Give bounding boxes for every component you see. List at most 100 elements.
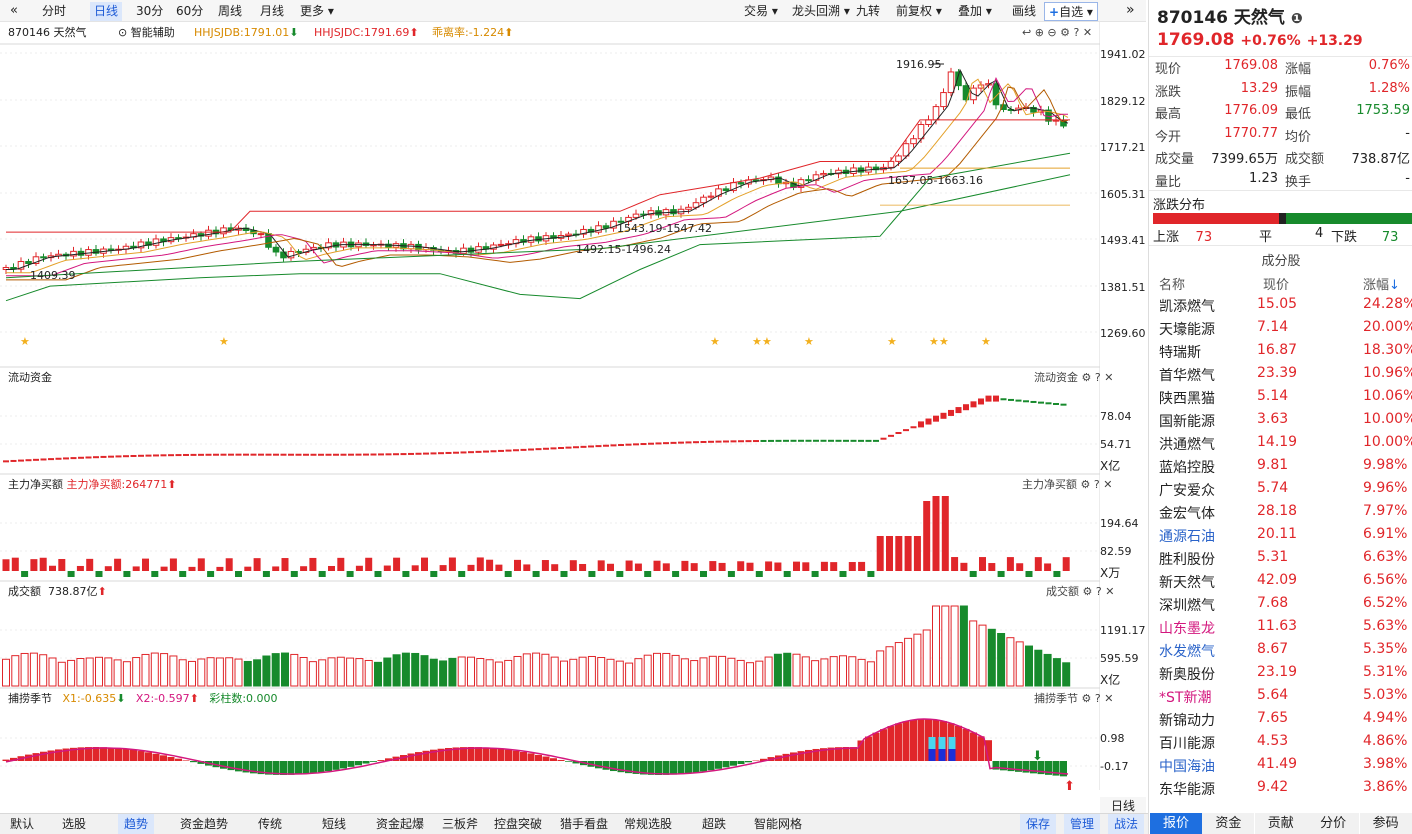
assist-toggle[interactable]: ⊙ 智能辅助 — [118, 26, 175, 39]
draw-button[interactable]: 画线 — [1012, 4, 1037, 18]
stat-value: 1.28% — [1368, 80, 1410, 96]
trade-button[interactable]: 交易 ▾ — [744, 4, 778, 18]
list-item[interactable]: 金宏气体 28.18 7.97% — [1149, 501, 1412, 524]
tab-rixian[interactable]: 日线 — [90, 2, 123, 21]
double-left-icon[interactable]: « — [10, 3, 18, 18]
list-item[interactable]: 新奥股份 23.19 5.31% — [1149, 662, 1412, 685]
strategy-tab[interactable]: 超跌 — [702, 817, 727, 831]
volume-bar — [699, 657, 708, 687]
season-line — [5, 718, 1069, 775]
stat-label: 成交额 — [1285, 152, 1325, 167]
list-item[interactable]: 山东墨龙 11.63 5.63% — [1149, 616, 1412, 639]
candle-body — [835, 169, 842, 175]
strategy-tab[interactable]: 趋势 — [118, 814, 155, 834]
tab-more[interactable]: 更多 ▾ — [300, 4, 334, 18]
ma10-line — [6, 78, 1069, 274]
quote-tab[interactable]: 资金 — [1202, 813, 1255, 834]
list-item[interactable]: 东华能源 9.42 3.86% — [1149, 777, 1412, 800]
volume-bar — [932, 605, 940, 687]
list-item[interactable]: 凯添燃气 15.05 24.28% — [1149, 294, 1412, 317]
quote-tab[interactable]: 报价 — [1150, 813, 1202, 834]
overlay-button[interactable]: 叠加 ▾ — [958, 4, 992, 18]
strategy-tab[interactable]: 控盘突破 — [494, 817, 543, 831]
season-bar — [310, 761, 317, 774]
list-item[interactable]: 新锦动力 7.65 4.94% — [1149, 708, 1412, 731]
zhanfa-button[interactable]: 战法 — [1108, 814, 1145, 834]
list-item[interactable]: 中国海油 41.49 3.98% — [1149, 754, 1412, 777]
buji-tools[interactable]: 捕捞季节 ⚙ ? ✕ — [1034, 692, 1114, 705]
season-bar — [490, 747, 497, 761]
list-item[interactable]: 广安爱众 5.74 9.96% — [1149, 478, 1412, 501]
strategy-tab[interactable]: 默认 — [10, 817, 35, 831]
list-item[interactable]: 胜利股份 5.31 6.63% — [1149, 547, 1412, 570]
quote-tab[interactable]: 分价 — [1307, 813, 1360, 834]
netbuy-bar — [355, 565, 363, 571]
season-bar — [850, 747, 857, 761]
strategy-tab[interactable]: 短线 — [322, 817, 347, 831]
add-watch-button[interactable]: +自选 ▾ — [1044, 2, 1098, 21]
netbuy-bar — [430, 571, 438, 577]
season-bar — [47, 750, 55, 761]
list-item[interactable]: 特瑞斯 16.87 18.30% — [1149, 340, 1412, 363]
list-item[interactable]: 陕西黑猫 5.14 10.06% — [1149, 386, 1412, 409]
manage-button[interactable]: 管理 — [1064, 814, 1101, 834]
tab-yuexian[interactable]: 月线 — [260, 4, 285, 18]
kline-chart[interactable]: 1916.95 1409.39 1543.19-1547.42 1492.15-149… — [0, 0, 1100, 790]
list-item[interactable]: *ST新潮 5.64 5.03% — [1149, 685, 1412, 708]
quote-tab[interactable]: 参码 — [1359, 813, 1412, 834]
list-item[interactable]: 天壕能源 7.14 20.00% — [1149, 317, 1412, 340]
list-item[interactable]: 通源石油 20.11 6.91% — [1149, 524, 1412, 547]
stock-price: 3.63 — [1257, 411, 1289, 427]
volume-bar — [215, 657, 224, 687]
strategy-tab[interactable]: 三板斧 — [442, 817, 479, 831]
season-bar — [362, 761, 370, 764]
netbuy-bar — [216, 566, 224, 571]
chengjiao-tools[interactable]: 成交额 ⚙ ? ✕ — [1046, 585, 1115, 598]
header-change[interactable]: 涨幅↓ — [1363, 278, 1400, 293]
season-bar — [655, 761, 662, 775]
strategy-tab[interactable]: 猎手看盘 — [560, 817, 609, 831]
tab-fenshi[interactable]: 分时 — [42, 4, 67, 18]
header-price[interactable]: 现价 — [1263, 278, 1290, 293]
netbuy-bar — [30, 559, 38, 571]
quote-tab[interactable]: 贡献 — [1254, 813, 1307, 834]
netbuy-bar — [867, 571, 875, 577]
tab-zhouxian[interactable]: 周线 — [218, 4, 243, 18]
list-item[interactable]: 首华燃气 23.39 10.96% — [1149, 363, 1412, 386]
strategy-tab[interactable]: 资金起爆 — [376, 817, 425, 831]
double-right-icon[interactable]: » — [1126, 2, 1135, 18]
longtou-button[interactable]: 龙头回溯 ▾ — [792, 4, 850, 18]
period-label[interactable]: 日线 — [1100, 797, 1146, 813]
save-button[interactable]: 保存 — [1020, 814, 1057, 834]
strategy-tab[interactable]: 常规选股 — [624, 817, 673, 831]
netbuy-bar — [951, 557, 959, 571]
list-item[interactable]: 蓝焰控股 9.81 9.98% — [1149, 455, 1412, 478]
zhuli-tools[interactable]: 主力净买额 ⚙ ? ✕ — [1022, 478, 1113, 491]
jiuzhuan-button[interactable]: 九转 — [856, 4, 881, 18]
list-item[interactable]: 百川能源 4.53 4.86% — [1149, 731, 1412, 754]
tab-60min[interactable]: 60分 — [176, 4, 204, 18]
list-item[interactable]: 国新能源 3.63 10.00% — [1149, 409, 1412, 432]
season-bar — [977, 736, 985, 761]
stock-name: 金宏气体 — [1159, 506, 1215, 522]
info-icon[interactable]: ❶ — [1290, 11, 1303, 27]
stock-name: 特瑞斯 — [1159, 345, 1201, 361]
list-item[interactable]: 洪通燃气 14.19 10.00% — [1149, 432, 1412, 455]
list-item[interactable]: 新天然气 42.09 6.56% — [1149, 570, 1412, 593]
strategy-tab[interactable]: 智能网格 — [754, 817, 803, 831]
volume-bar — [197, 658, 206, 687]
strategy-tab[interactable]: 资金趋势 — [180, 817, 229, 831]
strategy-tab[interactable]: 选股 — [62, 817, 87, 831]
strategy-tab[interactable]: 传统 — [258, 817, 283, 831]
netbuy-bar — [700, 571, 707, 577]
long-ma-line — [5, 174, 1071, 279]
liudong-tools[interactable]: 流动资金 ⚙ ? ✕ — [1034, 371, 1114, 384]
tab-30min[interactable]: 30分 — [136, 4, 164, 18]
fuquan-button[interactable]: 前复权 ▾ — [896, 4, 942, 18]
list-item[interactable]: 深圳燃气 7.68 6.52% — [1149, 593, 1412, 616]
header-name[interactable]: 名称 — [1159, 278, 1186, 293]
list-item[interactable]: 水发燃气 8.67 5.35% — [1149, 639, 1412, 662]
main-chart-tools[interactable]: ↩ ⊕ ⊖ ⚙ ? ✕ — [1022, 26, 1093, 39]
netbuy-bar — [272, 566, 280, 571]
stock-name: 山东墨龙 — [1159, 621, 1215, 637]
